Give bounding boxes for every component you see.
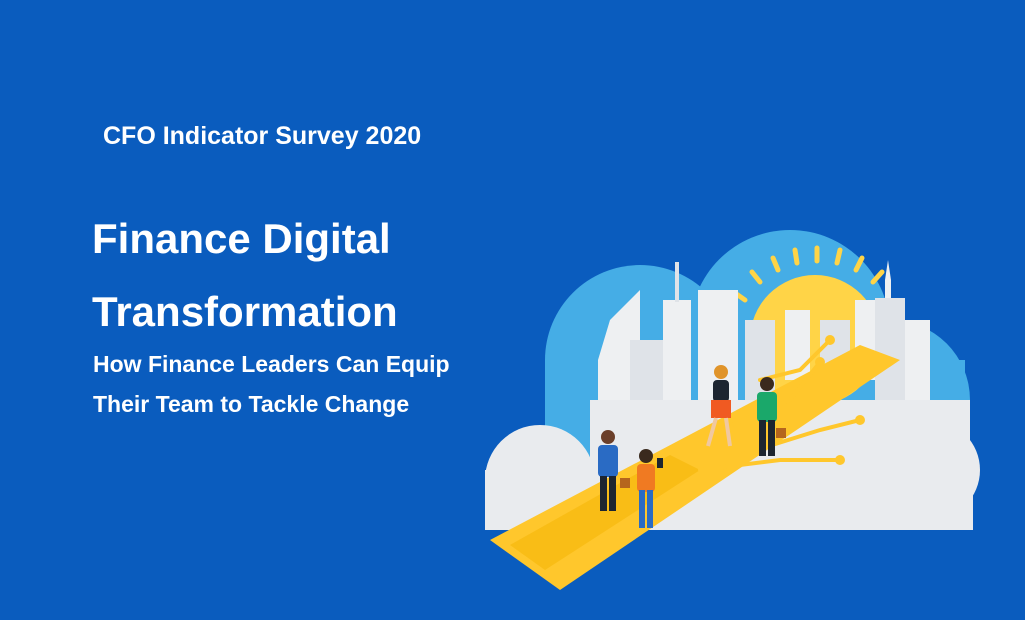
person	[757, 377, 786, 456]
person	[637, 449, 663, 528]
title-line: Transformation	[92, 288, 398, 335]
title-line: Finance Digital	[92, 215, 391, 262]
person	[706, 365, 732, 447]
subtitle-line: Their Team to Tackle Change	[93, 391, 410, 417]
eyebrow: CFO Indicator Survey 2020	[103, 122, 422, 150]
people	[598, 365, 786, 528]
subtitle-line: How Finance Leaders Can Equip	[93, 351, 450, 377]
person	[598, 430, 630, 511]
